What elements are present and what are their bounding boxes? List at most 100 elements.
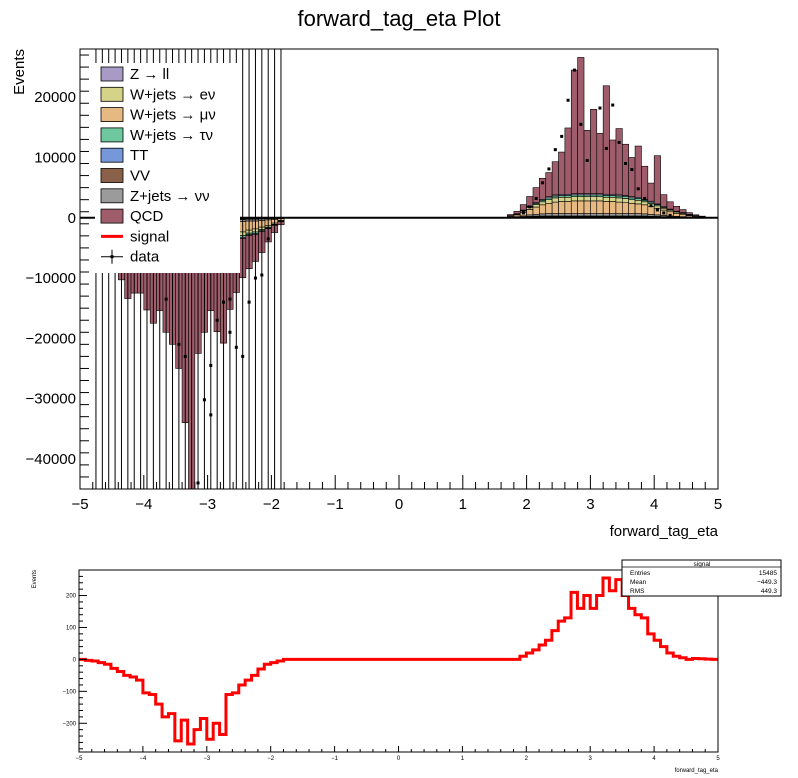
stack-bar-wenu bbox=[628, 199, 636, 204]
x-tick-label: 4 bbox=[650, 496, 658, 513]
legend: Z → ll W+jets → eν W+jets → μν W+jets → τν T… bbox=[95, 63, 240, 273]
stack-bar-qcd bbox=[666, 201, 674, 210]
y-tick-label: −20000 bbox=[26, 330, 76, 347]
data-point bbox=[209, 413, 213, 417]
legend-swatch bbox=[100, 66, 124, 82]
y-tick-label: −30000 bbox=[26, 391, 76, 408]
signal-x-tick-label: −4 bbox=[139, 756, 147, 762]
stack-bar-wmunu bbox=[532, 206, 540, 215]
legend-label: signal bbox=[130, 228, 169, 245]
y-axis-label: Events bbox=[11, 49, 28, 95]
x-tick-label: −1 bbox=[327, 496, 344, 513]
stats-box: signal Entries 15485 Mean −449.3 RMS 449… bbox=[621, 559, 782, 597]
x-tick-label: 1 bbox=[459, 496, 467, 513]
data-point bbox=[579, 122, 583, 126]
stack-bar-wmunu bbox=[564, 201, 572, 214]
legend-label: VV bbox=[130, 168, 150, 185]
x-axis-label: forward_tag_eta bbox=[610, 523, 719, 540]
legend-label: data bbox=[130, 249, 160, 266]
stack-bar-wenu bbox=[532, 204, 540, 208]
signal-x-tick-label: 4 bbox=[652, 756, 656, 762]
data-point bbox=[623, 162, 627, 166]
stack-bar-wmunu bbox=[577, 200, 585, 214]
data-point bbox=[655, 208, 659, 212]
data-point bbox=[636, 187, 640, 191]
data-point bbox=[528, 205, 532, 209]
stack-bar-qcd bbox=[609, 139, 617, 195]
stack-bar-qcd bbox=[679, 209, 687, 213]
signal-histogram bbox=[79, 576, 718, 746]
signal-x-tick-label: 1 bbox=[461, 756, 465, 762]
signal-x-tick-label: 3 bbox=[589, 756, 593, 762]
data-point bbox=[598, 106, 602, 110]
stack-bar-wmunu bbox=[558, 201, 566, 214]
stack-bar-qcd bbox=[590, 108, 598, 194]
signal-plot: −5 −4 −3 −2 −1 0 1 2 3 4 5 −200 −100 0 100 200 bbox=[62, 569, 720, 762]
data-point bbox=[630, 168, 634, 172]
stack-bar-znunu bbox=[641, 213, 649, 217]
legend-swatch bbox=[100, 168, 124, 183]
legend-item-vv: VV bbox=[100, 168, 150, 185]
stack-bar-qcd bbox=[583, 130, 591, 194]
signal-y-tick-label: 200 bbox=[66, 594, 77, 600]
legend-item-znunu: Z+jets → νν bbox=[100, 188, 210, 205]
stack-bar-qcd bbox=[596, 133, 604, 194]
signal-x-tick-label: −1 bbox=[331, 756, 339, 762]
data-point bbox=[585, 159, 589, 163]
legend-item-wenu: W+jets → eν bbox=[100, 86, 215, 103]
stack-bar-qcd bbox=[532, 187, 540, 203]
legend-swatch bbox=[100, 107, 124, 122]
data-point bbox=[572, 68, 576, 72]
data-point bbox=[241, 354, 245, 358]
legend-item-signal: signal bbox=[101, 228, 169, 245]
legend-label: Z+jets → νν bbox=[130, 188, 210, 205]
stack-bar-wmunu bbox=[545, 203, 553, 214]
legend-swatch bbox=[100, 188, 124, 204]
stack-bar-qcd bbox=[660, 194, 668, 208]
data-points bbox=[139, 68, 672, 485]
main-plot: −5 −4 −3 −2 −1 0 1 2 3 4 5 −40000 −30000 −20000 −10000… bbox=[26, 48, 722, 513]
stack-bar-wmunu bbox=[641, 204, 649, 215]
stack-bar-qcd bbox=[685, 212, 693, 215]
legend-label: Z → ll bbox=[130, 66, 169, 83]
y-tick-label: −10000 bbox=[26, 270, 76, 287]
stack-bar-wenu bbox=[615, 197, 623, 203]
stack-bar-wmunu bbox=[551, 201, 559, 214]
stats-entries-label: Entries bbox=[630, 570, 651, 577]
axes: −5 −4 −3 −2 −1 0 1 2 3 4 5 −40000 −30000 −20000 −10000… bbox=[26, 54, 722, 513]
stats-mean-value: −449.3 bbox=[757, 579, 777, 586]
signal-x-tick-label: −2 bbox=[267, 756, 275, 762]
stack-bar-qcd bbox=[519, 204, 527, 211]
data-point bbox=[566, 98, 570, 102]
stats-rms-value: 449.3 bbox=[761, 588, 778, 595]
signal-line bbox=[79, 576, 718, 746]
data-point bbox=[222, 300, 226, 304]
data-point bbox=[662, 211, 666, 215]
data-point bbox=[611, 103, 615, 107]
signal-x-tick-label: −3 bbox=[203, 756, 211, 762]
signal-y-axis-label: Events bbox=[32, 570, 38, 588]
data-point bbox=[541, 181, 545, 185]
signal-y-tick-label: −200 bbox=[62, 721, 76, 727]
stack-bar-qcd bbox=[570, 69, 578, 194]
x-tick-label: 3 bbox=[586, 496, 594, 513]
data-point bbox=[266, 237, 270, 241]
x-tick-label: −3 bbox=[199, 496, 216, 513]
stack-bar-znunu bbox=[583, 213, 591, 217]
stack-bar-znunu bbox=[609, 213, 617, 217]
stack-bar-znunu bbox=[602, 213, 610, 217]
stack-bar-wenu bbox=[602, 196, 610, 202]
stack-bar-znunu bbox=[634, 213, 642, 217]
data-point bbox=[228, 330, 232, 334]
stack-bar-znunu bbox=[621, 213, 629, 217]
stack-bar-qcd bbox=[692, 214, 700, 216]
stack-bar-wenu bbox=[653, 205, 661, 209]
stack-bar-wmunu bbox=[526, 209, 534, 216]
stack-bar-znunu bbox=[570, 213, 578, 217]
stack-bar-wmunu bbox=[570, 200, 578, 214]
data-point bbox=[164, 297, 168, 301]
data-point bbox=[668, 213, 672, 217]
stack-bar-qcd bbox=[564, 127, 572, 195]
signal-y-tick-label: 0 bbox=[73, 657, 77, 663]
